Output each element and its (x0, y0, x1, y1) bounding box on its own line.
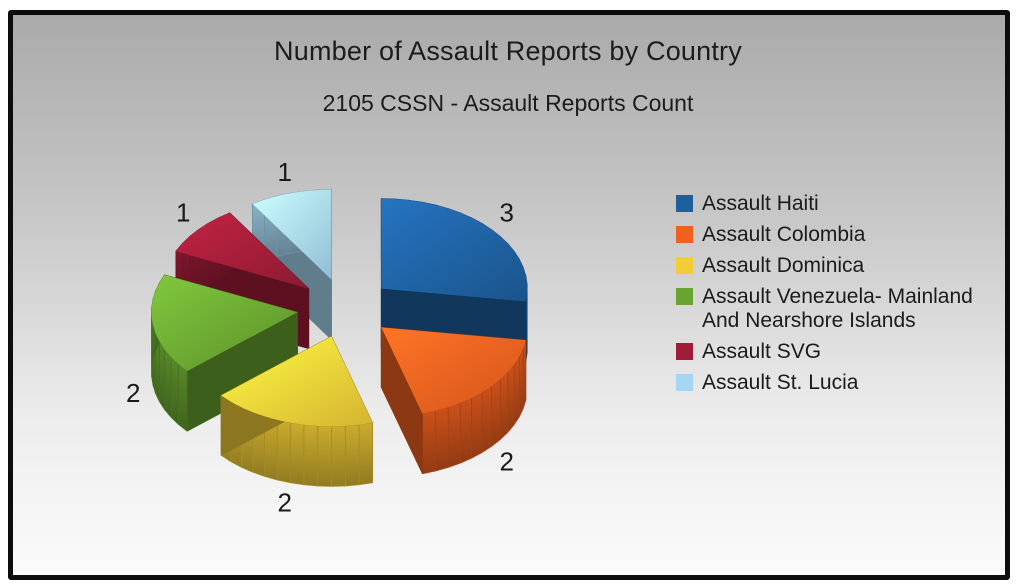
legend-item-assault-haiti: Assault Haiti (676, 192, 998, 216)
pie-slice-wall (170, 356, 179, 425)
legend-swatch-icon (676, 195, 693, 212)
pie-slice-wall (276, 419, 291, 484)
pie-slice-wall (499, 371, 509, 440)
pie-slice-assault-colombia (380, 326, 527, 475)
legend-swatch-icon (676, 226, 693, 243)
legend-label: Assault Dominica (702, 254, 865, 277)
pie-slice-assault-dominica (220, 335, 374, 487)
legend-swatch-icon (676, 257, 693, 274)
pie-slice-wall (459, 397, 472, 464)
pie-slice-wall (513, 356, 520, 426)
pie-slice-top (381, 327, 526, 414)
pie-slice-top (151, 274, 298, 372)
slice-value-label: 2 (499, 447, 513, 477)
slice-value-label: 1 (277, 157, 291, 187)
pie-slice-top (381, 198, 528, 302)
chart-subtitle: 2105 CSSN - Assault Reports Count (322, 90, 694, 116)
pie-slice-wall (317, 425, 332, 487)
legend-item-assault-st-lucia: Assault St. Lucia (676, 371, 998, 395)
legend-item-assault-venezuela-mainland-and-nearshore-islands: Assault Venezuela- Mainland And Nearshor… (676, 285, 998, 333)
slice-value-label: 1 (176, 198, 190, 228)
legend: Assault Haiti Assault Colombia Assault Dom… (676, 192, 998, 402)
pie-slice-wall (289, 422, 305, 486)
pie-slice-wall (344, 424, 360, 487)
pie-slice-wall (331, 425, 346, 487)
slice-value-label: 2 (126, 378, 140, 408)
pie-slice-top (252, 189, 332, 280)
pie-slice-wall (507, 364, 515, 433)
slice-value-label: 2 (277, 487, 291, 517)
slice-value-label: 3 (499, 198, 513, 228)
legend-label: Assault Venezuela- Mainland And Nearshor… (702, 285, 973, 332)
legend-swatch-icon (676, 374, 693, 391)
pie-slice-wall (422, 410, 436, 475)
pie-slice-wall (518, 348, 524, 418)
legend-label: Assault SVG (702, 340, 822, 363)
legend-label: Assault St. Lucia (702, 371, 859, 394)
pie-slice-wall (164, 349, 172, 418)
pie-slice-wall (447, 402, 461, 468)
pie-slice-assault-venezuela-mainland-and-nearshore-islands (151, 274, 298, 432)
pie-slice-top (175, 212, 309, 289)
legend-swatch-icon (676, 343, 693, 360)
pie-slice-wall (303, 424, 318, 487)
legend-item-assault-dominica: Assault Dominica (676, 254, 998, 278)
pie-slice-wall (159, 341, 166, 410)
legend-swatch-icon (676, 288, 693, 305)
pie-slice-wall (491, 379, 501, 447)
pie-slice-wall (358, 422, 374, 486)
legend-label: Assault Haiti (702, 192, 819, 215)
pie-slice-wall (380, 326, 423, 475)
legend-label: Assault Colombia (702, 223, 866, 246)
pie-slice-wall (435, 406, 449, 472)
chart-title: Number of Assault Reports by Country (274, 36, 742, 66)
pie-slice-wall (471, 392, 483, 459)
legend-item-assault-colombia: Assault Colombia (676, 223, 998, 247)
legend-item-assault-svg: Assault SVG (676, 340, 998, 364)
pie-slice-wall (178, 364, 188, 432)
pie-slice-top (221, 336, 373, 427)
pie-slice-wall (481, 385, 493, 453)
